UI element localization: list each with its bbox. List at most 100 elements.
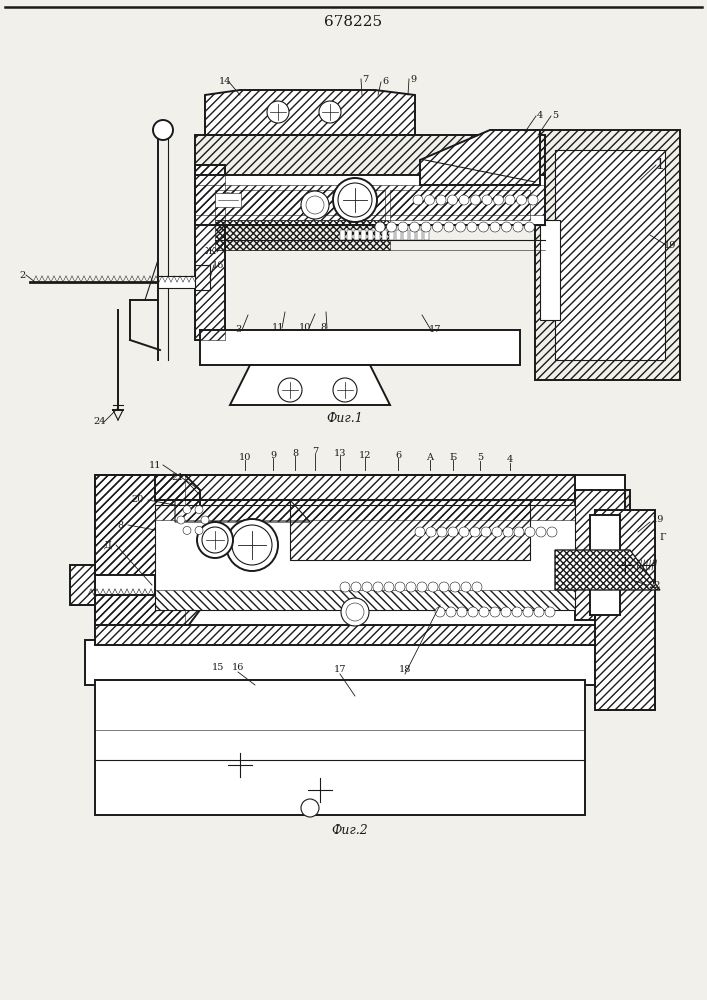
- Text: 4: 4: [537, 111, 543, 120]
- Bar: [95, 625, 625, 645]
- Circle shape: [505, 195, 515, 205]
- Circle shape: [536, 527, 546, 537]
- Circle shape: [306, 196, 324, 214]
- Text: 5: 5: [552, 111, 558, 120]
- Bar: [368, 230, 373, 240]
- Text: Д: Д: [104, 540, 112, 550]
- Bar: [158, 276, 200, 288]
- Bar: [95, 625, 625, 645]
- Text: 19: 19: [664, 240, 676, 249]
- Circle shape: [437, 527, 447, 537]
- Circle shape: [301, 191, 329, 219]
- Bar: [555, 150, 665, 360]
- Circle shape: [197, 522, 233, 558]
- Bar: [215, 193, 241, 207]
- Bar: [95, 475, 185, 630]
- Text: 20: 20: [132, 495, 144, 504]
- Text: 19: 19: [652, 516, 664, 524]
- Circle shape: [525, 222, 534, 232]
- Text: 8: 8: [117, 520, 123, 530]
- Circle shape: [470, 527, 480, 537]
- Bar: [95, 475, 625, 630]
- Bar: [85, 575, 155, 595]
- Bar: [155, 590, 575, 610]
- Text: Фиг.1: Фиг.1: [327, 412, 363, 424]
- Text: Г: Г: [660, 534, 666, 542]
- Text: 3: 3: [235, 326, 241, 334]
- Circle shape: [513, 222, 523, 232]
- Circle shape: [417, 582, 427, 592]
- Bar: [390, 190, 530, 220]
- Text: 7: 7: [362, 75, 368, 84]
- Circle shape: [426, 527, 436, 537]
- Circle shape: [490, 222, 500, 232]
- Bar: [195, 185, 545, 215]
- Circle shape: [409, 222, 419, 232]
- Text: 678225: 678225: [324, 15, 382, 29]
- Circle shape: [436, 195, 446, 205]
- Circle shape: [373, 582, 383, 592]
- Circle shape: [398, 222, 408, 232]
- Circle shape: [613, 553, 637, 577]
- Bar: [195, 265, 210, 290]
- Circle shape: [201, 516, 209, 524]
- Text: 16: 16: [232, 664, 244, 672]
- Circle shape: [490, 607, 500, 617]
- Text: 1: 1: [655, 158, 665, 172]
- Text: 15: 15: [212, 664, 224, 672]
- Circle shape: [428, 582, 438, 592]
- Circle shape: [479, 607, 489, 617]
- Circle shape: [195, 506, 203, 514]
- Bar: [595, 510, 655, 710]
- Circle shape: [455, 222, 465, 232]
- Circle shape: [433, 222, 443, 232]
- Bar: [195, 175, 545, 225]
- Bar: [70, 565, 95, 605]
- Circle shape: [153, 120, 173, 140]
- Bar: [195, 165, 225, 340]
- Circle shape: [468, 607, 478, 617]
- Text: A: A: [426, 452, 433, 462]
- Circle shape: [341, 598, 369, 626]
- Circle shape: [183, 506, 191, 514]
- Circle shape: [512, 607, 522, 617]
- Bar: [403, 230, 408, 240]
- Circle shape: [202, 527, 228, 553]
- Bar: [70, 565, 95, 605]
- Circle shape: [387, 222, 397, 232]
- Circle shape: [424, 195, 435, 205]
- Circle shape: [503, 527, 513, 537]
- Text: 17: 17: [428, 326, 441, 334]
- Text: 14: 14: [218, 78, 231, 87]
- Circle shape: [528, 195, 538, 205]
- Bar: [590, 515, 620, 615]
- Polygon shape: [205, 90, 415, 135]
- Circle shape: [450, 582, 460, 592]
- Circle shape: [534, 607, 544, 617]
- Circle shape: [177, 516, 185, 524]
- Circle shape: [340, 582, 350, 592]
- Bar: [458, 683, 482, 715]
- Text: 22: 22: [649, 580, 661, 589]
- Circle shape: [351, 582, 361, 592]
- Bar: [424, 230, 429, 240]
- Circle shape: [232, 525, 272, 565]
- Circle shape: [435, 607, 445, 617]
- Circle shape: [448, 195, 457, 205]
- Circle shape: [195, 526, 203, 534]
- Text: 13: 13: [334, 448, 346, 458]
- Circle shape: [501, 607, 511, 617]
- Circle shape: [346, 603, 364, 621]
- Bar: [396, 230, 401, 240]
- Text: 10: 10: [299, 324, 311, 332]
- Bar: [215, 190, 385, 220]
- Circle shape: [448, 527, 458, 537]
- Bar: [575, 490, 630, 620]
- Text: 10: 10: [239, 452, 251, 462]
- Bar: [95, 680, 585, 815]
- Bar: [389, 230, 394, 240]
- Circle shape: [406, 582, 416, 592]
- Text: 8: 8: [292, 448, 298, 458]
- Bar: [215, 220, 390, 250]
- Circle shape: [545, 607, 555, 617]
